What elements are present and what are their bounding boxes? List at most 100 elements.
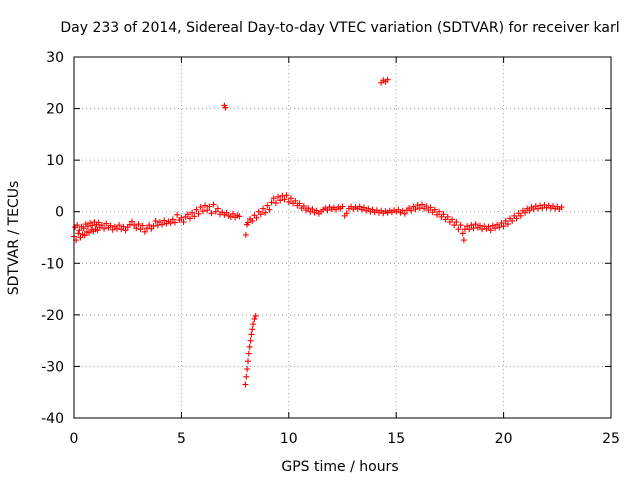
data-point <box>260 205 267 212</box>
data-point <box>150 223 157 230</box>
data-point <box>137 226 144 233</box>
data-point <box>343 210 350 217</box>
data-point <box>360 204 367 211</box>
axis-ticks <box>73 56 612 419</box>
data-point <box>174 211 181 218</box>
data-point <box>292 197 299 204</box>
data-point <box>453 219 460 226</box>
data-point <box>146 222 153 229</box>
data-point <box>365 205 372 212</box>
data-point <box>103 220 110 227</box>
data-point <box>191 213 198 220</box>
data-point <box>457 222 464 229</box>
y-tick-label: -30 <box>41 359 64 375</box>
data-point <box>356 203 363 210</box>
data-point <box>94 227 101 234</box>
data-point <box>171 219 178 226</box>
data-point <box>401 210 408 217</box>
data-point <box>152 217 159 224</box>
data-point <box>135 221 142 228</box>
data-point <box>275 193 282 200</box>
data-point <box>247 337 254 344</box>
data-point <box>208 210 215 217</box>
data-point <box>210 201 217 208</box>
data-point <box>509 217 516 224</box>
data-point <box>250 321 257 328</box>
data-point <box>408 207 415 214</box>
data-point <box>159 221 166 228</box>
data-point <box>242 381 249 388</box>
y-tick-label: -20 <box>41 308 64 324</box>
data-point <box>139 222 146 229</box>
data-point <box>236 213 243 220</box>
data-point <box>77 234 84 241</box>
data-point <box>249 326 256 333</box>
data-point <box>81 232 88 239</box>
x-tick-label: 15 <box>387 431 405 447</box>
data-point <box>204 207 211 214</box>
y-tick-labels: -40 -30 -20 -10 0 10 20 30 <box>41 50 64 427</box>
data-point <box>246 343 253 350</box>
data-point <box>283 192 290 199</box>
data-point <box>296 200 303 207</box>
data-point <box>305 205 312 212</box>
data-point <box>504 221 511 228</box>
x-tick-label: 10 <box>280 431 298 447</box>
data-point <box>141 228 148 235</box>
x-tick-label: 0 <box>70 431 79 447</box>
data-point <box>464 223 471 230</box>
y-axis-label: SDTVAR / TECUs <box>6 181 22 296</box>
data-point <box>472 221 479 228</box>
data-point <box>324 207 331 214</box>
data-point <box>434 211 441 218</box>
data-point <box>109 226 116 233</box>
plot-frame <box>73 56 612 419</box>
data-point <box>249 217 256 224</box>
data-point <box>253 214 260 221</box>
data-point <box>277 197 284 204</box>
grid <box>74 57 611 418</box>
data-point <box>285 198 292 205</box>
data-point <box>180 219 187 226</box>
data-point <box>517 212 524 219</box>
data-point <box>89 222 96 229</box>
data-point <box>223 209 230 216</box>
data-point <box>339 203 346 210</box>
data-point <box>558 204 565 211</box>
data-point <box>395 206 402 213</box>
data-point <box>262 209 269 216</box>
data-point <box>468 222 475 229</box>
data-point <box>86 229 93 236</box>
data-point <box>485 223 492 230</box>
y-tick-label: 10 <box>46 153 64 169</box>
x-axis-label: GPS time / hours <box>281 459 398 475</box>
data-point <box>244 366 251 373</box>
data-point <box>487 227 494 234</box>
y-tick-label: 0 <box>55 205 64 221</box>
data-point <box>202 202 209 209</box>
data-point <box>522 209 529 216</box>
data-point <box>122 227 129 234</box>
data-point <box>313 207 320 214</box>
data-point <box>270 195 277 202</box>
data-point <box>75 230 82 237</box>
data-point <box>248 331 255 338</box>
data-point <box>199 208 206 215</box>
data-point <box>74 222 81 229</box>
data-point <box>427 204 434 211</box>
data-point <box>243 373 250 380</box>
data-point <box>214 205 221 212</box>
data-point <box>107 222 114 229</box>
x-tick-label: 20 <box>495 431 513 447</box>
y-tick-label: 20 <box>46 102 64 118</box>
data-point <box>131 222 138 229</box>
data-point <box>526 207 533 214</box>
data-point <box>245 350 252 357</box>
data-point <box>242 231 249 238</box>
data-point <box>252 312 259 319</box>
data-point <box>186 215 193 222</box>
data-point <box>76 227 83 234</box>
y-tick-label: -10 <box>41 256 64 272</box>
data-point <box>257 211 264 218</box>
